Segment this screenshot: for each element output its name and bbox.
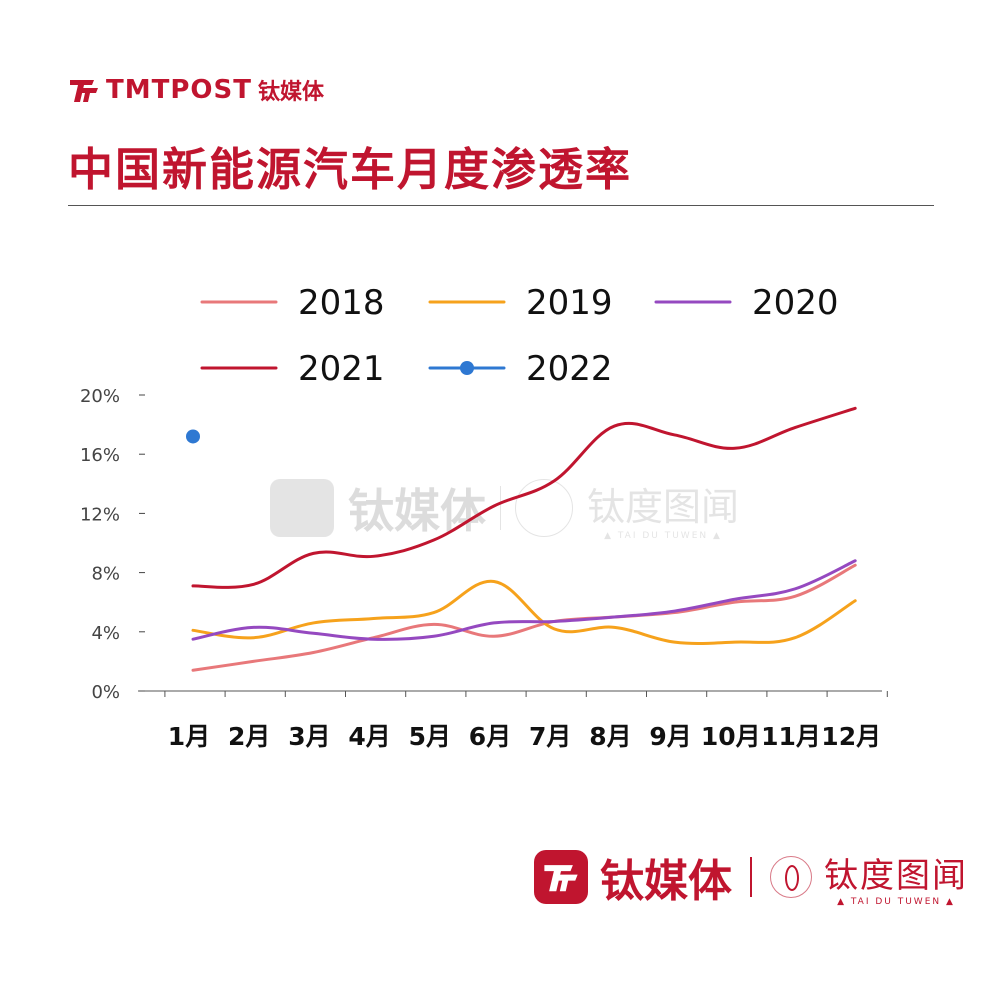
y-tick-label: 20% — [80, 386, 120, 407]
legend-marker — [460, 361, 474, 375]
footer-sub-brand: 钛度图闻 — [824, 855, 968, 896]
x-tick-label: 3月 — [288, 722, 330, 751]
footer-logo-icon — [534, 850, 588, 904]
series-2021 — [191, 406, 857, 589]
series-line-2018 — [191, 563, 857, 672]
x-tick-label: 11月 — [761, 722, 821, 751]
title-divider — [68, 205, 934, 206]
legend-label: 2022 — [526, 349, 613, 389]
watermark-sub-brand-en: ▲ TAI DU TUWEN ▲ — [604, 530, 722, 541]
legend-label: 2020 — [752, 283, 839, 323]
x-tick-label: 4月 — [348, 722, 390, 751]
x-tick-label: 8月 — [589, 722, 631, 751]
legend-label: 2019 — [526, 283, 613, 323]
y-tick-label: 4% — [91, 623, 120, 644]
x-tick-label: 7月 — [529, 722, 571, 751]
chart-title: 中国新能源汽车月度渗透率 — [68, 143, 633, 196]
series-2018 — [191, 563, 857, 672]
brand-name-en: TMTPOST — [106, 75, 252, 105]
watermark-brand: 钛媒体 — [348, 484, 486, 538]
watermark-logo-icon — [270, 479, 334, 537]
y-tick-label: 16% — [80, 445, 120, 466]
tmtpost-logo-icon — [70, 80, 98, 102]
footer-brand-cn: 钛媒体 — [600, 856, 732, 907]
watermark: 钛媒体 钛度图闻 ▲ TAI DU TUWEN ▲ — [270, 475, 739, 541]
chart-series — [186, 406, 857, 672]
legend-item-2022: 2022 — [428, 349, 613, 389]
x-tick-label: 12月 — [821, 722, 881, 751]
legend-item-2021: 2021 — [200, 349, 385, 389]
legend-label: 2018 — [298, 283, 385, 323]
legend-item-2019: 2019 — [428, 283, 613, 323]
y-tick-label: 8% — [91, 564, 120, 585]
series-2020 — [191, 559, 857, 641]
chart-axes: 1月 2月 3月 4月 5月 6月 7月 8月 9月 10月 11月 12月 0% 4% 8% 12% 16% 2… — [80, 386, 888, 751]
x-tick-label: 9月 — [649, 722, 691, 751]
series-line-2020 — [191, 559, 857, 641]
footer-eye-icon — [770, 856, 812, 898]
watermark-eye-icon — [515, 479, 573, 537]
x-tick-label: 2月 — [228, 722, 270, 751]
y-tick-label: 0% — [91, 682, 120, 703]
footer-separator — [750, 857, 752, 897]
chart-legend: 2018 2019 2020 2021 2022 — [200, 283, 839, 389]
series-2022 — [186, 429, 200, 444]
brand-name-cn: 钛媒体 — [257, 80, 324, 105]
watermark-separator — [500, 486, 501, 530]
y-tick-label: 12% — [80, 504, 120, 525]
data-point-2022 — [186, 429, 200, 444]
footer-brand: 钛媒体 钛度图闻 ▲ TAI DU TUWEN ▲ — [534, 845, 968, 909]
header-brand: TMTPOST 钛媒体 — [68, 74, 324, 106]
series-line-2019 — [191, 579, 857, 646]
legend-item-2018: 2018 — [200, 283, 385, 323]
footer-sub-brand-en: ▲ TAI DU TUWEN ▲ — [837, 896, 955, 907]
x-tick-label: 6月 — [469, 722, 511, 751]
legend-label: 2021 — [298, 349, 385, 389]
x-tick-label: 5月 — [409, 722, 451, 751]
series-line-2021 — [191, 406, 857, 589]
watermark-sub-brand: 钛度图闻 — [587, 484, 740, 529]
x-tick-label: 10月 — [701, 722, 761, 751]
legend-item-2020: 2020 — [654, 283, 839, 323]
series-2019 — [191, 579, 857, 646]
x-tick-label: 1月 — [168, 722, 210, 751]
